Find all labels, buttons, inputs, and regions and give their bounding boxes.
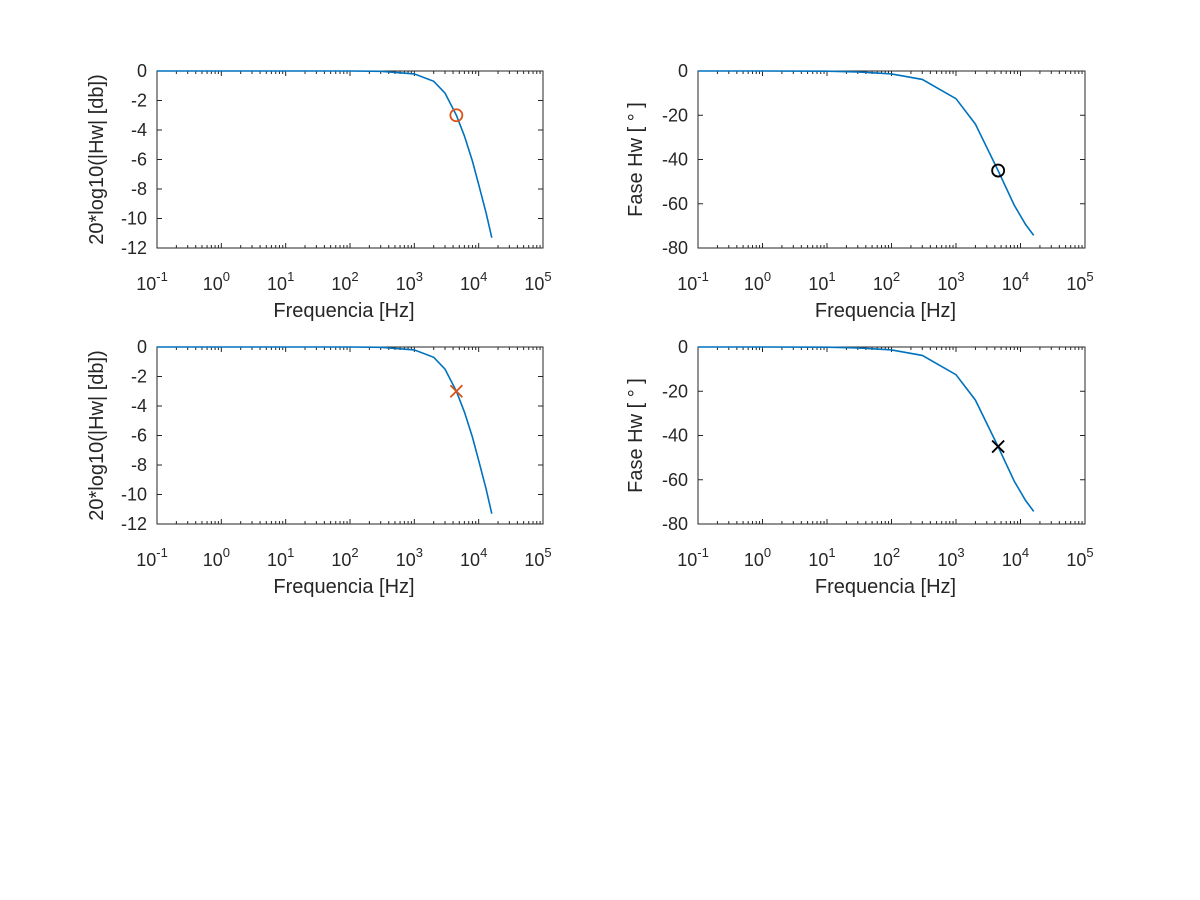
y-tick-label: -80: [662, 238, 688, 258]
x-tick-label: 104: [460, 269, 487, 294]
phase-plot-circle-marker: 10-1 100 101 102 103 104 105 -80 -60 -40 -20 0 Frequ…: [625, 61, 1094, 322]
x-tick-label: 100: [203, 269, 230, 294]
y-tick-label: -4: [131, 120, 147, 140]
x-tick-label: 100: [203, 545, 230, 570]
x-tick-label: 104: [1002, 545, 1029, 570]
x-tick-label: 100: [744, 269, 771, 294]
y-tick-label: 0: [137, 61, 147, 81]
axes-box: [697, 70, 1086, 249]
x-tick-label: 102: [331, 545, 358, 570]
x-tick-label: 103: [937, 269, 964, 294]
y-axis-label: Fase Hw [ ° ]: [625, 378, 647, 493]
y-tick-label: 0: [137, 337, 147, 357]
axes-box: [156, 70, 544, 249]
x-axis-label: Frequencia [Hz]: [273, 300, 414, 322]
y-tick-label: -40: [662, 150, 688, 170]
y-tick-label: -12: [121, 514, 147, 534]
y-tick-label: -8: [131, 455, 147, 475]
x-axis-label: Frequencia [Hz]: [815, 576, 956, 598]
y-tick-label: -60: [662, 470, 688, 490]
y-tick-label: -2: [131, 91, 147, 111]
x-tick-label: 103: [396, 269, 423, 294]
response-curve: [698, 70, 1035, 236]
marker-circle: [449, 108, 464, 123]
y-axis-label: 20*log10(|Hw| [db]): [86, 74, 108, 244]
x-tick-label: 101: [808, 545, 835, 570]
y-tick-label: -10: [121, 485, 147, 505]
y-tick-label: -80: [662, 514, 688, 534]
y-tick-label: -60: [662, 194, 688, 214]
x-tick-label: 10-1: [677, 269, 709, 294]
x-tick-label: 101: [808, 269, 835, 294]
x-tick-label: 105: [524, 269, 551, 294]
y-axis-label: Fase Hw [ ° ]: [625, 102, 647, 217]
x-tick-label: 103: [937, 545, 964, 570]
x-axis-label: Frequencia [Hz]: [815, 300, 956, 322]
marker-x-stroke: [449, 384, 463, 398]
x-tick-label: 10-1: [136, 545, 168, 570]
y-tick-label: 0: [678, 61, 688, 81]
marker-x-stroke: [991, 439, 1005, 454]
response-curve: [157, 346, 493, 514]
x-tick-label: 104: [460, 545, 487, 570]
x-tick-label: 105: [524, 545, 551, 570]
marker-circle: [991, 163, 1006, 178]
x-axis-label: Frequencia [Hz]: [273, 576, 414, 598]
y-tick-label: -4: [131, 396, 147, 416]
x-tick-label: 105: [1066, 269, 1093, 294]
response-curve: [157, 70, 493, 238]
y-tick-label: -6: [131, 426, 147, 446]
x-tick-label: 10-1: [677, 545, 709, 570]
magnitude-plot-circle-marker: 10-1 100 101 102 103 104 105 -12 -10 -8 -6 -4 -2 0 Fre…: [86, 61, 552, 322]
phase-plot-x-marker: 10-1 100 101 102 103 104 105 -80 -60 -40 -20 0 Frequ…: [625, 337, 1094, 598]
y-tick-label: -6: [131, 150, 147, 170]
magnitude-plot-x-marker: 10-1 100 101 102 103 104 105 -12 -10 -8 -6 -4 -2 0 Fre…: [86, 337, 552, 598]
x-tick-label: 10-1: [136, 269, 168, 294]
y-tick-label: -20: [662, 381, 688, 401]
y-tick-label: -8: [131, 179, 147, 199]
x-tick-label: 105: [1066, 545, 1093, 570]
y-tick-label: -20: [662, 105, 688, 125]
y-tick-label: 0: [678, 337, 688, 357]
x-tick-label: 104: [1002, 269, 1029, 294]
x-tick-label: 103: [396, 545, 423, 570]
x-tick-label: 102: [873, 269, 900, 294]
x-tick-label: 102: [331, 269, 358, 294]
axes-box: [697, 346, 1086, 525]
y-tick-label: -10: [121, 209, 147, 229]
marker-x: [991, 439, 1005, 454]
axes-box: [156, 346, 544, 525]
y-axis-label: 20*log10(|Hw| [db]): [86, 350, 108, 520]
x-tick-label: 102: [873, 545, 900, 570]
x-tick-label: 101: [267, 545, 294, 570]
x-tick-label: 101: [267, 269, 294, 294]
marker-x: [449, 384, 463, 398]
y-tick-label: -40: [662, 426, 688, 446]
x-tick-label: 100: [744, 545, 771, 570]
y-tick-label: -12: [121, 238, 147, 258]
y-tick-label: -2: [131, 367, 147, 387]
response-curve: [698, 346, 1035, 512]
